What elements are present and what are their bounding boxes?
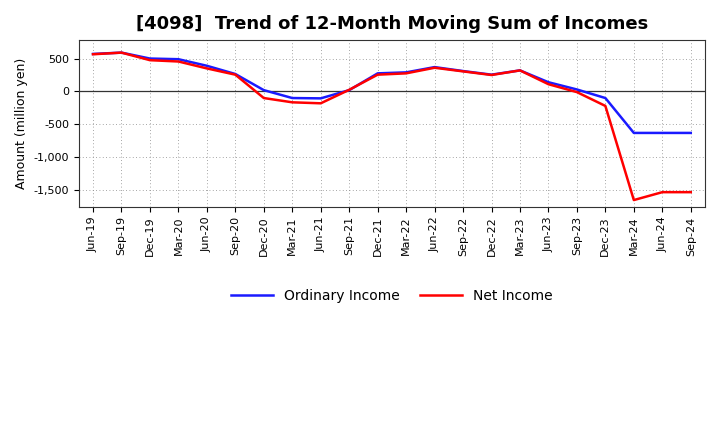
Ordinary Income [459, 68, 467, 73]
Net Income [658, 190, 667, 195]
Y-axis label: Amount (million yen): Amount (million yen) [15, 58, 28, 189]
Net Income [601, 103, 610, 109]
Line: Net Income: Net Income [93, 53, 690, 200]
Net Income [516, 68, 524, 73]
Net Income [544, 81, 553, 87]
Net Income [345, 87, 354, 92]
Net Income [374, 72, 382, 77]
Ordinary Income [202, 63, 211, 69]
Ordinary Income [686, 130, 695, 136]
Net Income [202, 66, 211, 71]
Net Income [174, 59, 183, 64]
Net Income [629, 198, 638, 203]
Ordinary Income [89, 51, 97, 57]
Net Income [231, 72, 240, 77]
Net Income [402, 71, 410, 76]
Ordinary Income [431, 64, 439, 70]
Net Income [145, 58, 154, 63]
Ordinary Income [572, 87, 581, 92]
Ordinary Income [629, 130, 638, 136]
Ordinary Income [516, 68, 524, 73]
Line: Ordinary Income: Ordinary Income [93, 53, 690, 133]
Net Income [89, 51, 97, 57]
Ordinary Income [345, 88, 354, 93]
Ordinary Income [601, 95, 610, 101]
Ordinary Income [231, 71, 240, 77]
Ordinary Income [259, 88, 268, 93]
Ordinary Income [288, 95, 297, 101]
Net Income [431, 65, 439, 70]
Net Income [259, 95, 268, 101]
Ordinary Income [658, 130, 667, 136]
Net Income [288, 100, 297, 105]
Ordinary Income [544, 80, 553, 85]
Ordinary Income [374, 71, 382, 76]
Net Income [686, 190, 695, 195]
Title: [4098]  Trend of 12-Month Moving Sum of Incomes: [4098] Trend of 12-Month Moving Sum of I… [136, 15, 648, 33]
Net Income [459, 69, 467, 74]
Ordinary Income [316, 96, 325, 101]
Ordinary Income [487, 72, 496, 77]
Ordinary Income [117, 50, 126, 55]
Ordinary Income [174, 57, 183, 62]
Net Income [117, 50, 126, 55]
Net Income [572, 89, 581, 95]
Net Income [316, 101, 325, 106]
Net Income [487, 72, 496, 77]
Ordinary Income [145, 56, 154, 61]
Legend: Ordinary Income, Net Income: Ordinary Income, Net Income [225, 283, 558, 308]
Ordinary Income [402, 70, 410, 75]
